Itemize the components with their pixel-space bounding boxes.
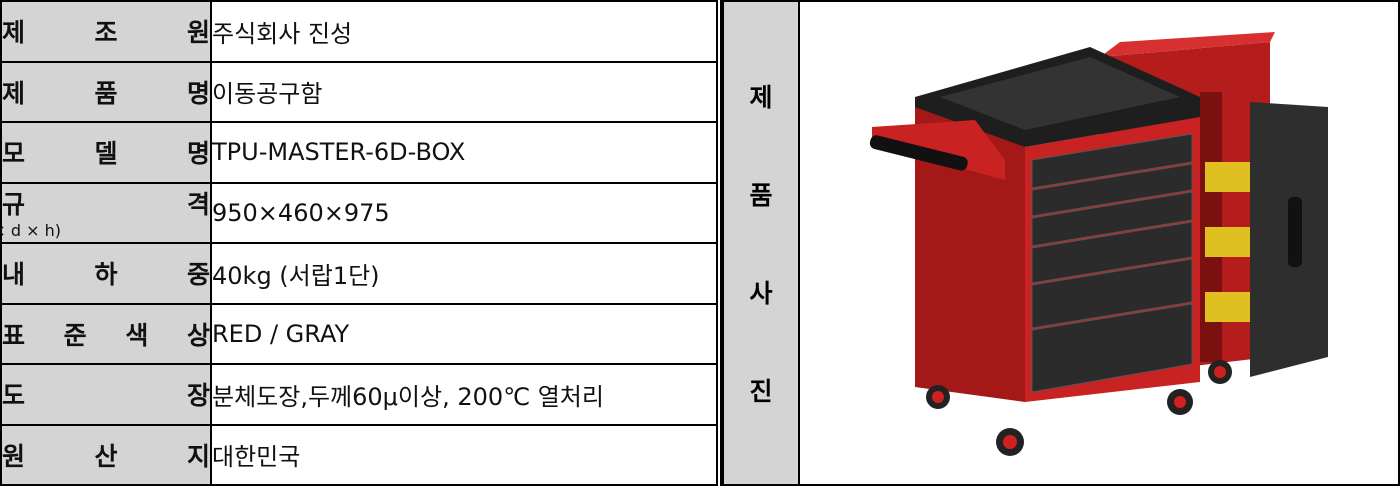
product-photo — [798, 0, 1400, 486]
photo-label-char: 제 — [749, 83, 773, 112]
bin — [1205, 227, 1255, 257]
label-sub: (w × d × h) — [0, 221, 62, 241]
spec-table: 제 조 원 주식회사 진성 제 품 명 이동공구함 모 델 명 TPU-MASTER-6D… — [0, 0, 718, 486]
row-value: 대한민국 — [210, 423, 718, 486]
photo-label-char: 사 — [749, 279, 773, 308]
row-value: 주식회사 진성 — [210, 0, 718, 63]
spec-rows: 제 조 원 주식회사 진성 제 품 명 이동공구함 모 델 명 TPU-MASTER-6D… — [0, 0, 718, 486]
row-label: 원 산 지 — [0, 423, 212, 486]
row-value: 이동공구함 — [210, 60, 718, 123]
handle-bracket — [872, 120, 1005, 180]
row-value: TPU-MASTER-6D-BOX — [210, 121, 718, 184]
wheel-hubs — [932, 366, 1226, 449]
label-text: 제 조 원 — [2, 18, 210, 48]
row-label: 제 조 원 — [0, 0, 212, 63]
photo-label-char: 품 — [749, 181, 773, 210]
row-value: RED / GRAY — [210, 302, 718, 365]
tool-cart-illustration — [869, 32, 1328, 456]
spec-row: 내 하 중 40kg (서랍1단) — [0, 242, 718, 305]
bin — [1205, 292, 1255, 322]
row-label: 제 품 명 — [0, 60, 212, 123]
spec-row: 제 조 원 주식회사 진성 — [0, 0, 718, 63]
label-text: 도 장 — [2, 381, 210, 411]
photo-label-char: 진 — [749, 377, 773, 406]
label-text: 규 격 — [2, 190, 210, 220]
spec-row: 원 산 지 대한민국 — [0, 423, 718, 486]
row-value: 950×460×975 — [210, 181, 718, 244]
row-label: 표 준 색 상 — [0, 302, 212, 365]
row-label: 모 델 명 — [0, 121, 212, 184]
row-value: 40kg (서랍1단) — [210, 242, 718, 305]
spec-row: 도 장 분체도장,두께60μ이상, 200℃ 열처리 — [0, 363, 718, 426]
row-value: 분체도장,두께60μ이상, 200℃ 열처리 — [210, 363, 718, 426]
door-handle — [1288, 197, 1302, 267]
spec-row: 모 델 명 TPU-MASTER-6D-BOX — [0, 121, 718, 184]
label-text: 모 델 명 — [2, 139, 210, 169]
spec-row: 제 품 명 이동공구함 — [0, 60, 718, 123]
spec-row: 표 준 색 상 RED / GRAY — [0, 302, 718, 365]
label-text: 내 하 중 — [2, 260, 210, 290]
side-top — [1100, 32, 1275, 57]
bin — [1205, 162, 1255, 192]
double-rule — [716, 0, 722, 486]
drawers — [1031, 133, 1193, 393]
spec-row: 규 격(w × d × h)950×460×975 — [0, 181, 718, 244]
label-text: 표 준 색 상 — [2, 320, 210, 350]
label-text: 제 품 명 — [2, 78, 210, 108]
label-text: 원 산 지 — [2, 441, 210, 471]
row-label: 규 격(w × d × h) — [0, 181, 212, 244]
row-label: 도 장 — [0, 363, 212, 426]
row-label: 내 하 중 — [0, 242, 212, 305]
push-handle — [869, 135, 968, 171]
tray-inner — [940, 57, 1180, 130]
